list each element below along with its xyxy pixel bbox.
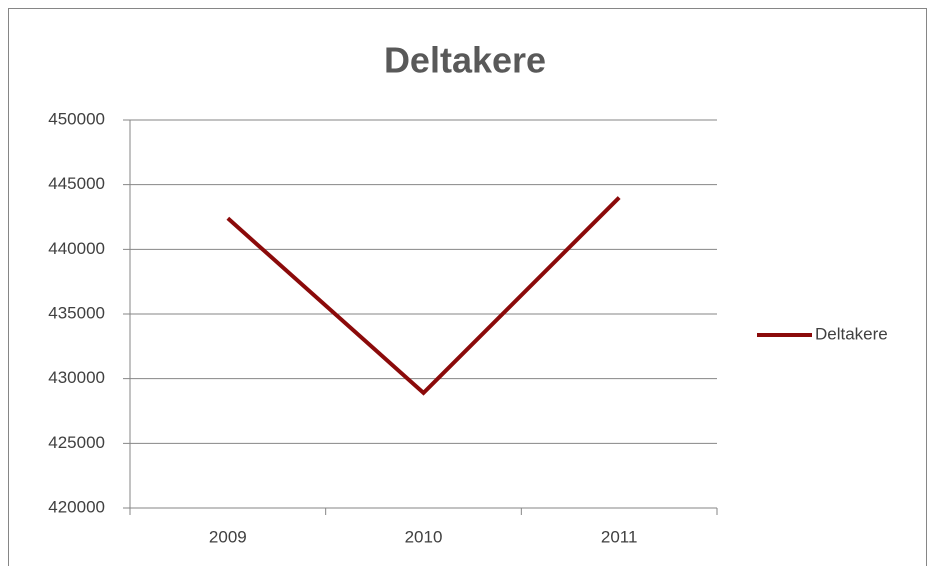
chart-frame	[8, 8, 927, 566]
y-tick-label: 450000	[48, 109, 105, 128]
y-tick-label: 435000	[48, 303, 105, 322]
x-tick-label: 2010	[405, 527, 443, 546]
data-line	[226, 196, 621, 396]
x-tick-label: 2011	[601, 527, 638, 546]
y-tick-label: 425000	[48, 433, 105, 452]
y-tick-label: 420000	[48, 497, 105, 516]
legend-label: Deltakere	[815, 324, 888, 343]
y-tick-label: 440000	[48, 239, 105, 258]
x-tick-label: 2009	[209, 527, 247, 546]
y-tick-label: 445000	[48, 174, 105, 193]
y-tick-label: 430000	[48, 368, 105, 387]
chart-title: Deltakere	[384, 40, 546, 81]
